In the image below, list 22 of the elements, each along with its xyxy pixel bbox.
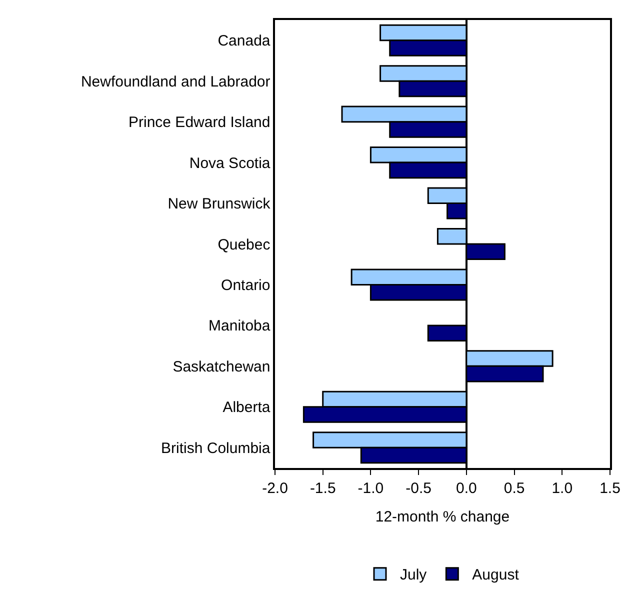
y-tick-label: Alberta — [222, 399, 271, 416]
legend-label: August — [472, 566, 520, 584]
y-tick-label: Prince Edward Island — [128, 114, 270, 132]
x-tick-label: -0.5 — [406, 480, 432, 497]
x-tick-label: -1.5 — [310, 480, 336, 497]
x-axis-title: 12-month % change — [375, 508, 510, 526]
y-tick-label: British Columbia — [161, 440, 271, 457]
legend-label: July — [400, 566, 428, 584]
y-tick-label: Manitoba — [208, 318, 271, 335]
x-tick-label: 1.0 — [552, 480, 573, 497]
y-tick-label: Newfoundland and Labrador — [80, 73, 270, 90]
x-tick-label: -1.0 — [358, 480, 384, 497]
y-tick-label: Canada — [218, 32, 271, 50]
x-tick-label: 0.0 — [456, 480, 477, 497]
y-tick-label: Saskatchewan — [172, 358, 270, 376]
x-tick-label: -2.0 — [262, 480, 288, 497]
y-tick-label: Quebec — [218, 236, 271, 254]
x-tick-label: 1.5 — [600, 480, 620, 497]
y-tick-label: Ontario — [221, 276, 270, 294]
y-tick-label: New Brunswick — [168, 196, 271, 213]
x-tick-label: 0.5 — [504, 480, 525, 497]
y-tick-label: Nova Scotia — [189, 154, 271, 172]
